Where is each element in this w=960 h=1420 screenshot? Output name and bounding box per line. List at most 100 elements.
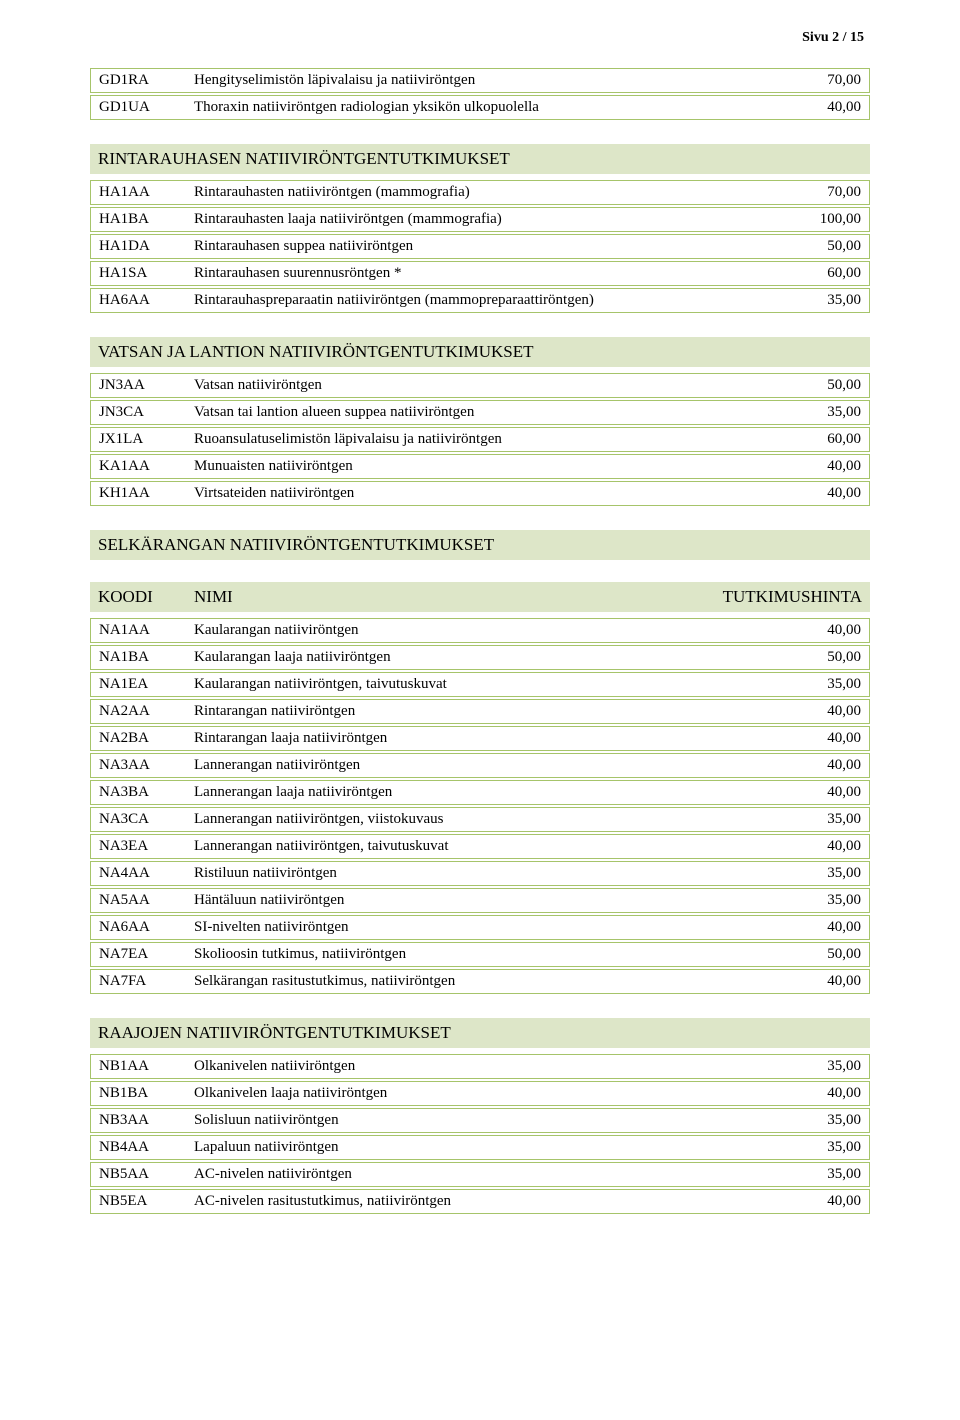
table-row: KA1AAMunuaisten natiiviröntgen40,00 [90,454,870,479]
section-block: RAAJOJEN NATIIVIRÖNTGENTUTKIMUKSETNB1AAO… [90,1018,870,1216]
price-cell: 35,00 [790,672,870,697]
price-cell: 70,00 [790,180,870,205]
table-row: NA1AAKaularangan natiiviröntgen40,00 [90,618,870,643]
code-cell: NA3BA [90,780,186,805]
code-cell: KH1AA [90,481,186,506]
code-cell: HA1BA [90,207,186,232]
code-cell: NB1BA [90,1081,186,1106]
table-row: JN3CAVatsan tai lantion alueen suppea na… [90,400,870,425]
code-cell: NA7EA [90,942,186,967]
price-cell: 35,00 [790,807,870,832]
price-cell: 50,00 [790,234,870,259]
price-cell: 40,00 [790,454,870,479]
table-row: NA5AAHäntäluun natiiviröntgen35,00 [90,888,870,913]
table-row: NA1BAKaularangan laaja natiiviröntgen50,… [90,645,870,670]
desc-cell: Thoraxin natiiviröntgen radiologian yksi… [186,95,790,120]
desc-cell: Vatsan tai lantion alueen suppea natiivi… [186,400,790,425]
code-cell: NB5AA [90,1162,186,1187]
section-gap [90,564,870,582]
price-cell: 35,00 [790,888,870,913]
price-cell: 100,00 [790,207,870,232]
table-row: NA3CALannerangan natiiviröntgen, viistok… [90,807,870,832]
code-cell: NA3CA [90,807,186,832]
table-row: JX1LARuoansulatuselimistön läpivalaisu j… [90,427,870,452]
price-cell: 35,00 [790,400,870,425]
price-cell: 40,00 [790,915,870,940]
table-row: HA6AARintarauhaspreparaatin natiiviröntg… [90,288,870,313]
price-cell: 40,00 [790,969,870,994]
code-cell: NA3AA [90,753,186,778]
desc-cell: Skolioosin tutkimus, natiiviröntgen [186,942,790,967]
price-cell: 40,00 [790,481,870,506]
price-cell: 50,00 [790,645,870,670]
code-cell: HA1AA [90,180,186,205]
table-row: JN3AAVatsan natiiviröntgen50,00 [90,373,870,398]
code-cell: NA2AA [90,699,186,724]
code-cell: NA4AA [90,861,186,886]
price-cell: 35,00 [790,1054,870,1079]
data-table: NB1AAOlkanivelen natiiviröntgen35,00NB1B… [90,1052,870,1216]
price-cell: 40,00 [790,699,870,724]
code-cell: NB5EA [90,1189,186,1214]
code-cell: HA1DA [90,234,186,259]
table-row: NA2AARintarangan natiiviröntgen40,00 [90,699,870,724]
table-row: NA3BALannerangan laaja natiiviröntgen40,… [90,780,870,805]
desc-cell: SI-nivelten natiiviröntgen [186,915,790,940]
table-row: HA1BARintarauhasten laaja natiiviröntgen… [90,207,870,232]
section-block: SELKÄRANGAN NATIIVIRÖNTGENTUTKIMUKSET KOO… [90,530,870,996]
section-block: GD1RAHengityselimistön läpivalaisu ja na… [90,66,870,122]
code-cell: JN3AA [90,373,186,398]
code-cell: NB4AA [90,1135,186,1160]
table-row: GD1RAHengityselimistön läpivalaisu ja na… [90,68,870,93]
desc-cell: Selkärangan rasitustutkimus, natiivirönt… [186,969,790,994]
code-cell: JX1LA [90,427,186,452]
data-table: HA1AARintarauhasten natiiviröntgen (mamm… [90,178,870,315]
desc-cell: Rintarauhaspreparaatin natiiviröntgen (m… [186,288,790,313]
table-row: NB1AAOlkanivelen natiiviröntgen35,00 [90,1054,870,1079]
section-title: RINTARAUHASEN NATIIVIRÖNTGENTUTKIMUKSET [90,144,870,174]
price-cell: 35,00 [790,1162,870,1187]
desc-cell: Häntäluun natiiviröntgen [186,888,790,913]
desc-cell: AC-nivelen natiiviröntgen [186,1162,790,1187]
desc-cell: Kaularangan natiiviröntgen, taivutuskuva… [186,672,790,697]
table-row: HA1AARintarauhasten natiiviröntgen (mamm… [90,180,870,205]
desc-cell: Rintarangan laaja natiiviröntgen [186,726,790,751]
price-cell: 60,00 [790,261,870,286]
code-cell: NB3AA [90,1108,186,1133]
desc-cell: Rintarauhasen suurennusröntgen * [186,261,790,286]
header-koodi: KOODI [90,582,186,612]
desc-cell: Rintarangan natiiviröntgen [186,699,790,724]
desc-cell: Lannerangan natiiviröntgen, taivutuskuva… [186,834,790,859]
desc-cell: Olkanivelen natiiviröntgen [186,1054,790,1079]
desc-cell: Lannerangan laaja natiiviröntgen [186,780,790,805]
desc-cell: Virtsateiden natiiviröntgen [186,481,790,506]
page-header: Sivu 2 / 15 [90,30,870,46]
price-cell: 40,00 [790,1189,870,1214]
desc-cell: Kaularangan natiiviröntgen [186,618,790,643]
price-cell: 50,00 [790,373,870,398]
code-cell: NA2BA [90,726,186,751]
table-row: NB1BAOlkanivelen laaja natiiviröntgen40,… [90,1081,870,1106]
desc-cell: Rintarauhasen suppea natiiviröntgen [186,234,790,259]
table-row: NB5EAAC-nivelen rasitustutkimus, natiivi… [90,1189,870,1214]
table-row: NB4AALapaluun natiiviröntgen35,00 [90,1135,870,1160]
section-title: SELKÄRANGAN NATIIVIRÖNTGENTUTKIMUKSET [90,530,870,560]
price-cell: 70,00 [790,68,870,93]
desc-cell: Lannerangan natiiviröntgen, viistokuvaus [186,807,790,832]
price-cell: 35,00 [790,861,870,886]
column-header-row: KOODINIMITUTKIMUSHINTA [90,582,870,612]
desc-cell: Kaularangan laaja natiiviröntgen [186,645,790,670]
desc-cell: Lapaluun natiiviröntgen [186,1135,790,1160]
price-cell: 50,00 [790,942,870,967]
price-cell: 40,00 [790,618,870,643]
price-cell: 35,00 [790,1135,870,1160]
desc-cell: Munuaisten natiiviröntgen [186,454,790,479]
header-hinta: TUTKIMUSHINTA [715,582,870,612]
code-cell: NA1BA [90,645,186,670]
code-cell: NA1AA [90,618,186,643]
header-nimi: NIMI [186,582,715,612]
price-cell: 60,00 [790,427,870,452]
code-cell: NA1EA [90,672,186,697]
code-cell: NA3EA [90,834,186,859]
data-table: NA1AAKaularangan natiiviröntgen40,00NA1B… [90,616,870,996]
